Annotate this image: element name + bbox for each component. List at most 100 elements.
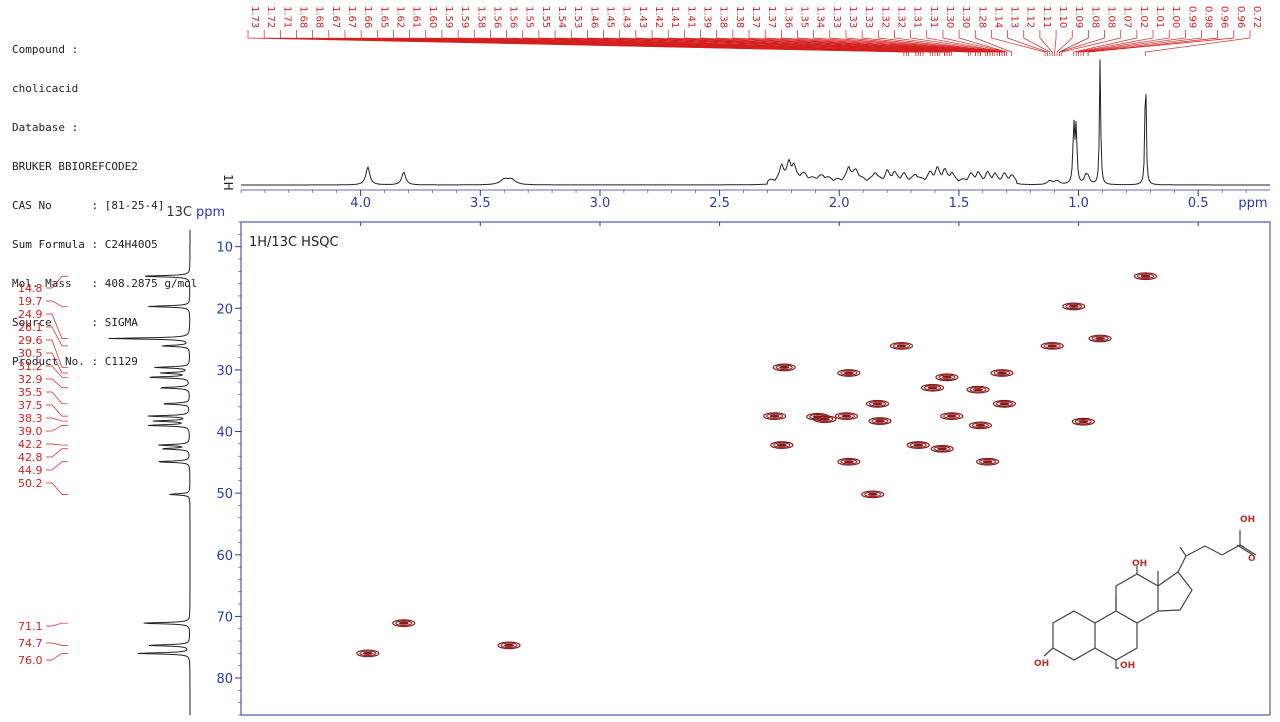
- database-name: BRUKER BBIOREFCODE2: [12, 160, 138, 173]
- h1-peak-label: 1.36: [782, 6, 793, 28]
- c13-peak-label: 24.9: [18, 308, 43, 321]
- cross-peak-contour-outer: [392, 619, 416, 628]
- h1-peak-label: 1.66: [362, 6, 373, 28]
- cross-peak: [889, 341, 914, 350]
- mol-mass: Mol. Mass : 408.2875 g/mol: [12, 277, 198, 290]
- cross-peak-contour-mid: [500, 642, 518, 649]
- cas-number: CAS No : [81-25-4]: [12, 199, 165, 212]
- h1-peak-label: 1.37: [750, 6, 761, 28]
- cross-peak: [861, 490, 885, 499]
- database-label: Database :: [12, 121, 79, 134]
- h1-peak-label: 1.33: [847, 6, 858, 28]
- cross-peak-contour-mid: [871, 418, 889, 424]
- cross-peak-contour-mid: [864, 491, 882, 498]
- cross-peak-contour-outer: [772, 363, 796, 372]
- c13-peak-label: 29.6: [18, 334, 43, 347]
- cross-peak-contour-mid: [971, 422, 989, 429]
- cross-peak: [868, 417, 892, 425]
- cross-peak-contour-inner: [362, 651, 373, 655]
- cross-peak-contour-outer: [356, 649, 380, 658]
- h1-peak-label-connector: [1075, 30, 1154, 56]
- h1-peak-label: 1.07: [1122, 6, 1133, 28]
- cross-peak-contour-mid: [816, 416, 834, 422]
- h1-peak-label-connector: [974, 30, 1012, 56]
- cross-peak-contour-outer: [837, 369, 861, 377]
- cross-peak-contour-outer: [861, 490, 885, 499]
- h1-peak-label: 1.31: [912, 6, 923, 28]
- y-tick-label: 20: [216, 302, 233, 317]
- h1-peak-label: 1.11: [1041, 6, 1052, 28]
- cross-peak-contour-outer: [868, 417, 892, 425]
- h1-peak-label: 1.10: [1057, 6, 1068, 28]
- cross-peak-contour-inner: [867, 492, 878, 496]
- cross-peak-contour-mid: [979, 459, 997, 465]
- h1-projection-group: [241, 59, 1270, 186]
- c13-peak-label: 71.1: [18, 620, 43, 633]
- c13-peak-connector: [46, 275, 68, 289]
- cross-peak-contour-outer: [497, 641, 521, 650]
- c13-peak-label: 74.7: [18, 637, 43, 650]
- y-axis: 13C ppm 10 20 30 40 50 60 70 80: [166, 205, 241, 716]
- h1-peak-label: 1.38: [734, 6, 745, 28]
- c13-peak-connector: [46, 352, 68, 374]
- h1-peak-label: 1.59: [459, 6, 470, 28]
- cross-peak-contour-outer: [770, 441, 794, 449]
- cross-peak-contour-outer: [834, 412, 859, 421]
- cross-peak-contour-inner: [504, 643, 514, 647]
- o-acid-label: O: [1248, 554, 1256, 564]
- h1-peak-label-connector: [894, 30, 1003, 56]
- cross-peak-contour-mid: [869, 401, 887, 407]
- cross-peak: [763, 412, 787, 421]
- c13-peak-connector: [46, 417, 68, 422]
- h1-peak-label: 0.96: [1235, 6, 1246, 28]
- h1-peak-label-connector: [1145, 30, 1251, 56]
- cross-peak-contour-outer: [1133, 272, 1158, 281]
- cross-peak-contour-inner: [1068, 304, 1079, 308]
- cross-peak: [392, 619, 416, 628]
- cross-peak-contour-mid: [766, 413, 784, 419]
- oh-12-label: OH: [1132, 559, 1147, 569]
- oh-7-label: OH: [1120, 661, 1135, 671]
- x-tick-label: 2.0: [829, 196, 850, 211]
- h1-peak-label: 1.46: [588, 6, 599, 28]
- c13-peak-connector: [46, 339, 68, 368]
- cross-peak-contour-outer: [976, 457, 1000, 466]
- cross-peak-contour-inner: [779, 365, 790, 369]
- h1-peak-label: 1.08: [1106, 6, 1117, 28]
- x-tick-label: 3.0: [590, 196, 611, 211]
- cross-peak: [813, 415, 837, 424]
- h1-peak-label: 1.33: [831, 6, 842, 28]
- cross-peak: [966, 385, 990, 394]
- cross-peak-contour-inner: [843, 371, 854, 375]
- cross-peak-contour-outer: [813, 415, 837, 424]
- cross-peak: [772, 363, 796, 372]
- cross-peak-contour-inner: [982, 460, 993, 464]
- h1-peak-label-connector: [587, 30, 969, 56]
- x-tick-label: 3.5: [470, 196, 491, 211]
- h1-peak-label: 1.14: [992, 6, 1003, 28]
- c13-peak-label: 42.8: [18, 451, 43, 464]
- h1-peak-label: 1.35: [798, 6, 809, 28]
- cross-peak-contour-outer: [906, 441, 930, 449]
- cross-peak: [770, 441, 794, 449]
- cross-peak-contour-mid: [773, 442, 791, 448]
- cross-peak-contour-inner: [946, 414, 957, 418]
- h1-peak-label: 1.13: [1009, 6, 1020, 28]
- y-tick-label: 40: [216, 426, 233, 441]
- h1-peak-label-connector: [764, 30, 991, 56]
- cross-peak-contour-mid: [359, 650, 377, 657]
- cross-peak-contour-outer: [935, 373, 959, 382]
- h1-peak-label-connector: [1061, 30, 1122, 56]
- cross-peak-contour-outer: [920, 383, 945, 392]
- h1-peak-label: 1.53: [572, 6, 583, 28]
- h1-peak-label: 1.61: [411, 6, 422, 28]
- c13-peak-label: 26.1: [18, 321, 43, 334]
- cross-peak-contour-mid: [1091, 335, 1109, 342]
- cross-peak-contour-inner: [819, 417, 830, 421]
- h1-peak-label-connector: [926, 30, 1005, 56]
- h1-peak-label: 1.37: [766, 6, 777, 28]
- h1-peak-label: 1.38: [718, 6, 729, 28]
- cross-peak-contour-inner: [913, 443, 924, 447]
- h1-peak-label: 1.45: [605, 6, 616, 28]
